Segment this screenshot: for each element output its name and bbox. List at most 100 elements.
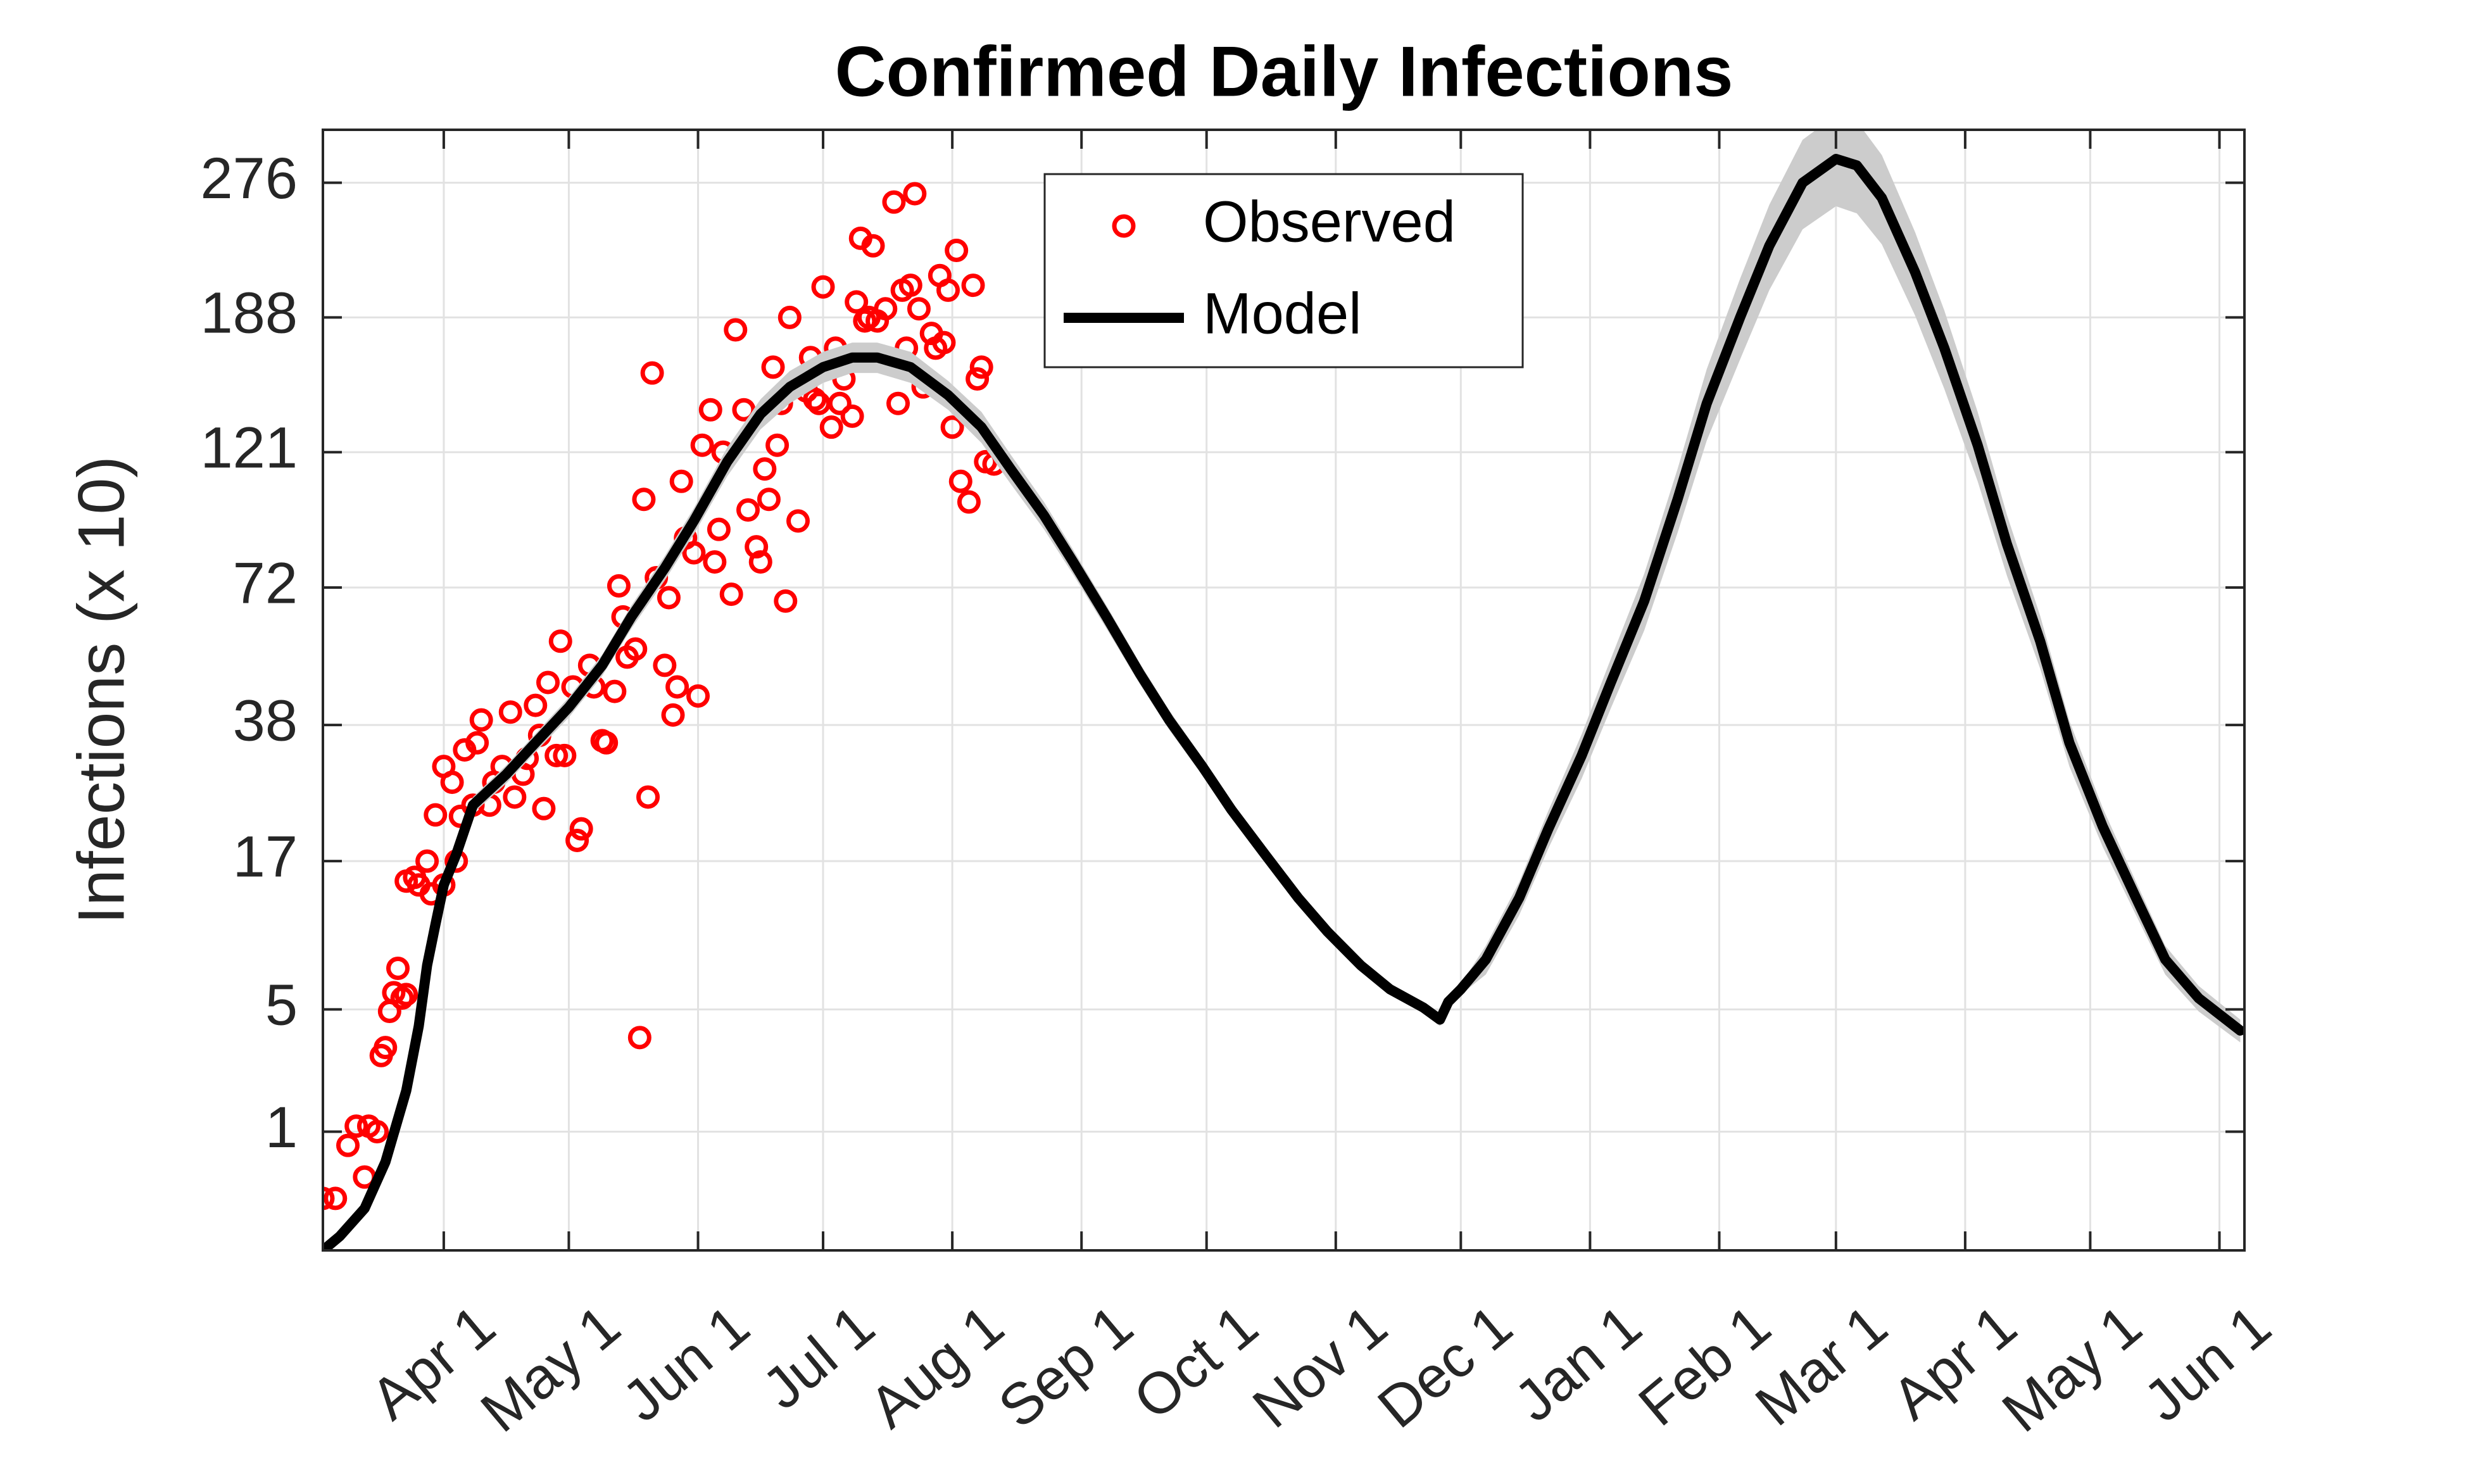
observed-point <box>665 675 689 699</box>
observed-point <box>536 670 560 695</box>
observed-point <box>532 796 556 821</box>
observed-point <box>753 457 777 481</box>
y-tick-label: 276 <box>201 146 298 211</box>
observed-point <box>661 703 685 727</box>
observed-point <box>745 535 769 559</box>
observed-point <box>386 956 410 980</box>
observed-point <box>874 297 898 321</box>
y-tick-label: 38 <box>233 688 298 753</box>
observed-point <box>565 828 589 852</box>
observed-point <box>886 391 910 415</box>
x-tick-label: Sep 1 <box>986 1293 1145 1440</box>
observed-point <box>569 817 593 841</box>
x-tick-label: May 1 <box>469 1293 632 1444</box>
observed-point <box>595 731 619 755</box>
x-tick-label: Aug 1 <box>857 1293 1016 1440</box>
observed-point <box>803 387 827 412</box>
observed-point <box>724 318 748 342</box>
observed-point <box>957 490 981 514</box>
observed-point <box>323 1186 335 1210</box>
observed-point <box>394 983 418 1007</box>
observed-point <box>811 275 835 299</box>
plot <box>323 130 2244 1250</box>
observed-point <box>624 637 648 661</box>
observed-point <box>907 297 931 321</box>
x-tick-label: Jun 1 <box>2132 1293 2283 1434</box>
observed-point <box>415 849 439 873</box>
observed-point <box>682 541 706 565</box>
y-axis-label: Infections (x 10) <box>65 456 138 924</box>
observed-point <box>698 398 722 422</box>
grid <box>323 130 2244 1250</box>
x-tick-label: Feb 1 <box>1627 1293 1783 1438</box>
observed-point <box>761 355 785 379</box>
observed-point <box>365 1120 389 1144</box>
observed-point <box>498 700 522 724</box>
observed-point <box>940 415 964 439</box>
y-tick-label: 72 <box>233 551 298 615</box>
x-tick-label: Jul 1 <box>751 1293 886 1421</box>
observed-point <box>774 589 798 613</box>
y-tick-label: 17 <box>233 824 298 889</box>
x-tick-label: Jun 1 <box>611 1293 762 1434</box>
y-tick-label: 1 <box>265 1095 298 1160</box>
observed-point <box>374 1036 398 1060</box>
observed-point <box>719 582 743 607</box>
observed-point <box>657 586 681 610</box>
observed-point <box>845 290 869 314</box>
observed-point <box>840 404 864 428</box>
observed-point <box>898 274 922 298</box>
observed-point <box>748 550 772 574</box>
observed-point <box>503 785 527 809</box>
observed-point <box>903 182 927 206</box>
y-tick-label: 121 <box>201 416 298 481</box>
x-tick-label: May 1 <box>1991 1293 2153 1444</box>
observed-point <box>924 336 948 360</box>
observed-point <box>827 391 852 415</box>
observed-point <box>632 487 656 512</box>
x-tick-label: Jan 1 <box>1502 1293 1653 1434</box>
x-tick-label: Mar 1 <box>1744 1293 1899 1438</box>
observed-point <box>819 415 843 439</box>
observed-point <box>627 1026 651 1050</box>
legend-label: Model <box>1203 281 1362 346</box>
observed-point <box>440 770 464 795</box>
observed-point <box>686 684 710 708</box>
y-tick-label: 188 <box>201 281 298 346</box>
x-tick-label: Nov 1 <box>1241 1293 1399 1440</box>
observed-point <box>777 305 802 329</box>
axes-box <box>322 129 2246 1252</box>
observed-point <box>636 785 660 809</box>
observed-point <box>765 433 790 457</box>
observed-point <box>640 361 664 385</box>
observed-point <box>882 190 906 214</box>
observed-point <box>969 355 993 379</box>
observed-point <box>703 550 727 574</box>
observed-point <box>690 433 714 457</box>
x-tick-label: Oct 1 <box>1122 1293 1270 1431</box>
observed-point <box>390 986 414 1010</box>
x-tick-label: Dec 1 <box>1366 1293 1525 1440</box>
observed-point <box>603 679 627 703</box>
observed-point <box>424 803 448 827</box>
observed-point <box>324 1186 348 1210</box>
observed-point <box>707 517 731 541</box>
observed-point <box>653 653 677 677</box>
observed-point <box>524 693 548 717</box>
observed-point <box>945 239 969 263</box>
observed-point <box>469 708 493 732</box>
chart-title: Confirmed Daily Infections <box>835 32 1734 111</box>
legend-label: Observed <box>1203 189 1456 254</box>
observed-point <box>465 731 489 755</box>
legend-box <box>1043 173 1524 368</box>
observed-point <box>544 743 569 767</box>
observed-point <box>861 234 885 258</box>
observed-point <box>669 469 693 493</box>
observed-point <box>966 367 990 391</box>
model-line <box>323 153 2244 1250</box>
observed-point <box>553 743 577 767</box>
observed-point <box>786 509 810 533</box>
observed-point <box>936 278 960 302</box>
y-tick-label: 5 <box>265 973 298 1038</box>
